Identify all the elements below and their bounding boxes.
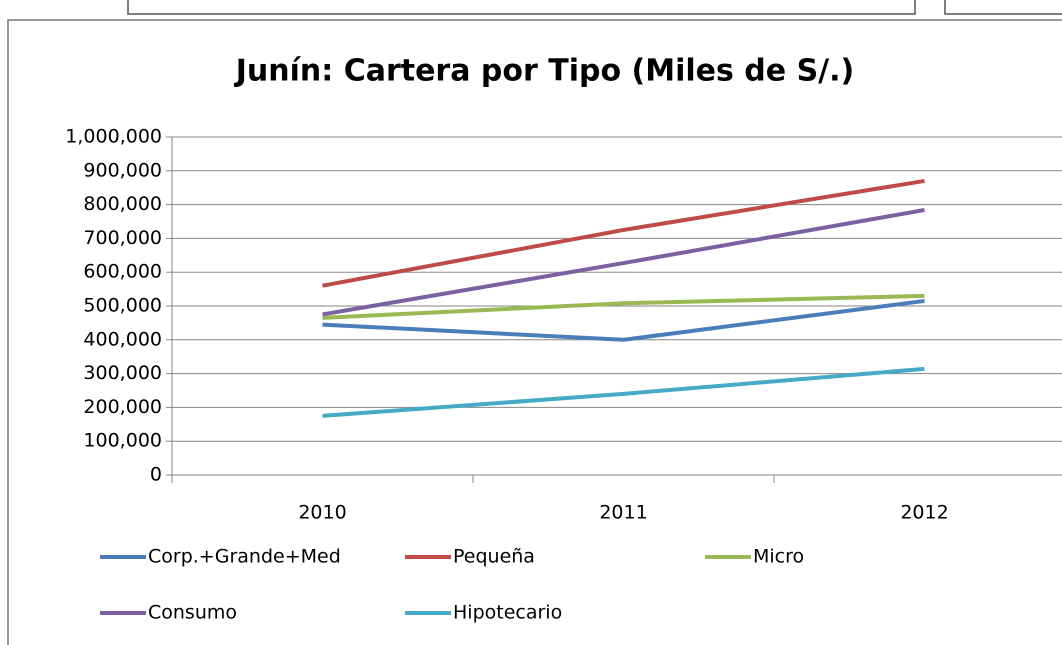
series-line [322,178,925,288]
x-tick-label: 2010 [298,502,346,524]
y-tick-label: 500,000 [83,295,162,317]
y-tick-label: 300,000 [83,362,162,384]
legend-label: Hipotecario [453,602,562,624]
y-tick-label: 900,000 [83,159,162,181]
frame-fragment [127,0,916,15]
y-tick-label: 700,000 [83,227,162,249]
x-tick-label: 2012 [900,502,948,524]
chart-frame [7,19,1062,645]
frame-fragment [944,0,1062,15]
y-tick-label: 200,000 [83,396,162,418]
series-line [322,293,925,320]
y-tick-label: 1,000,000 [65,126,162,148]
y-tick-label: 0 [150,464,162,486]
series-line [322,366,925,418]
series-line [322,298,925,342]
y-tick-label: 600,000 [83,261,162,283]
y-tick-label: 100,000 [83,430,162,452]
legend-label: Consumo [148,602,237,624]
y-tick-label: 400,000 [83,328,162,350]
series-line [322,208,925,317]
legend-label: Pequeña [453,546,535,568]
chart-title: Junín: Cartera por Tipo (Miles de S/.) [234,54,855,89]
x-tick-label: 2011 [599,502,647,524]
legend-label: Micro [753,546,804,568]
y-tick-label: 800,000 [83,193,162,215]
legend-label: Corp.+Grande+Med [148,546,341,568]
